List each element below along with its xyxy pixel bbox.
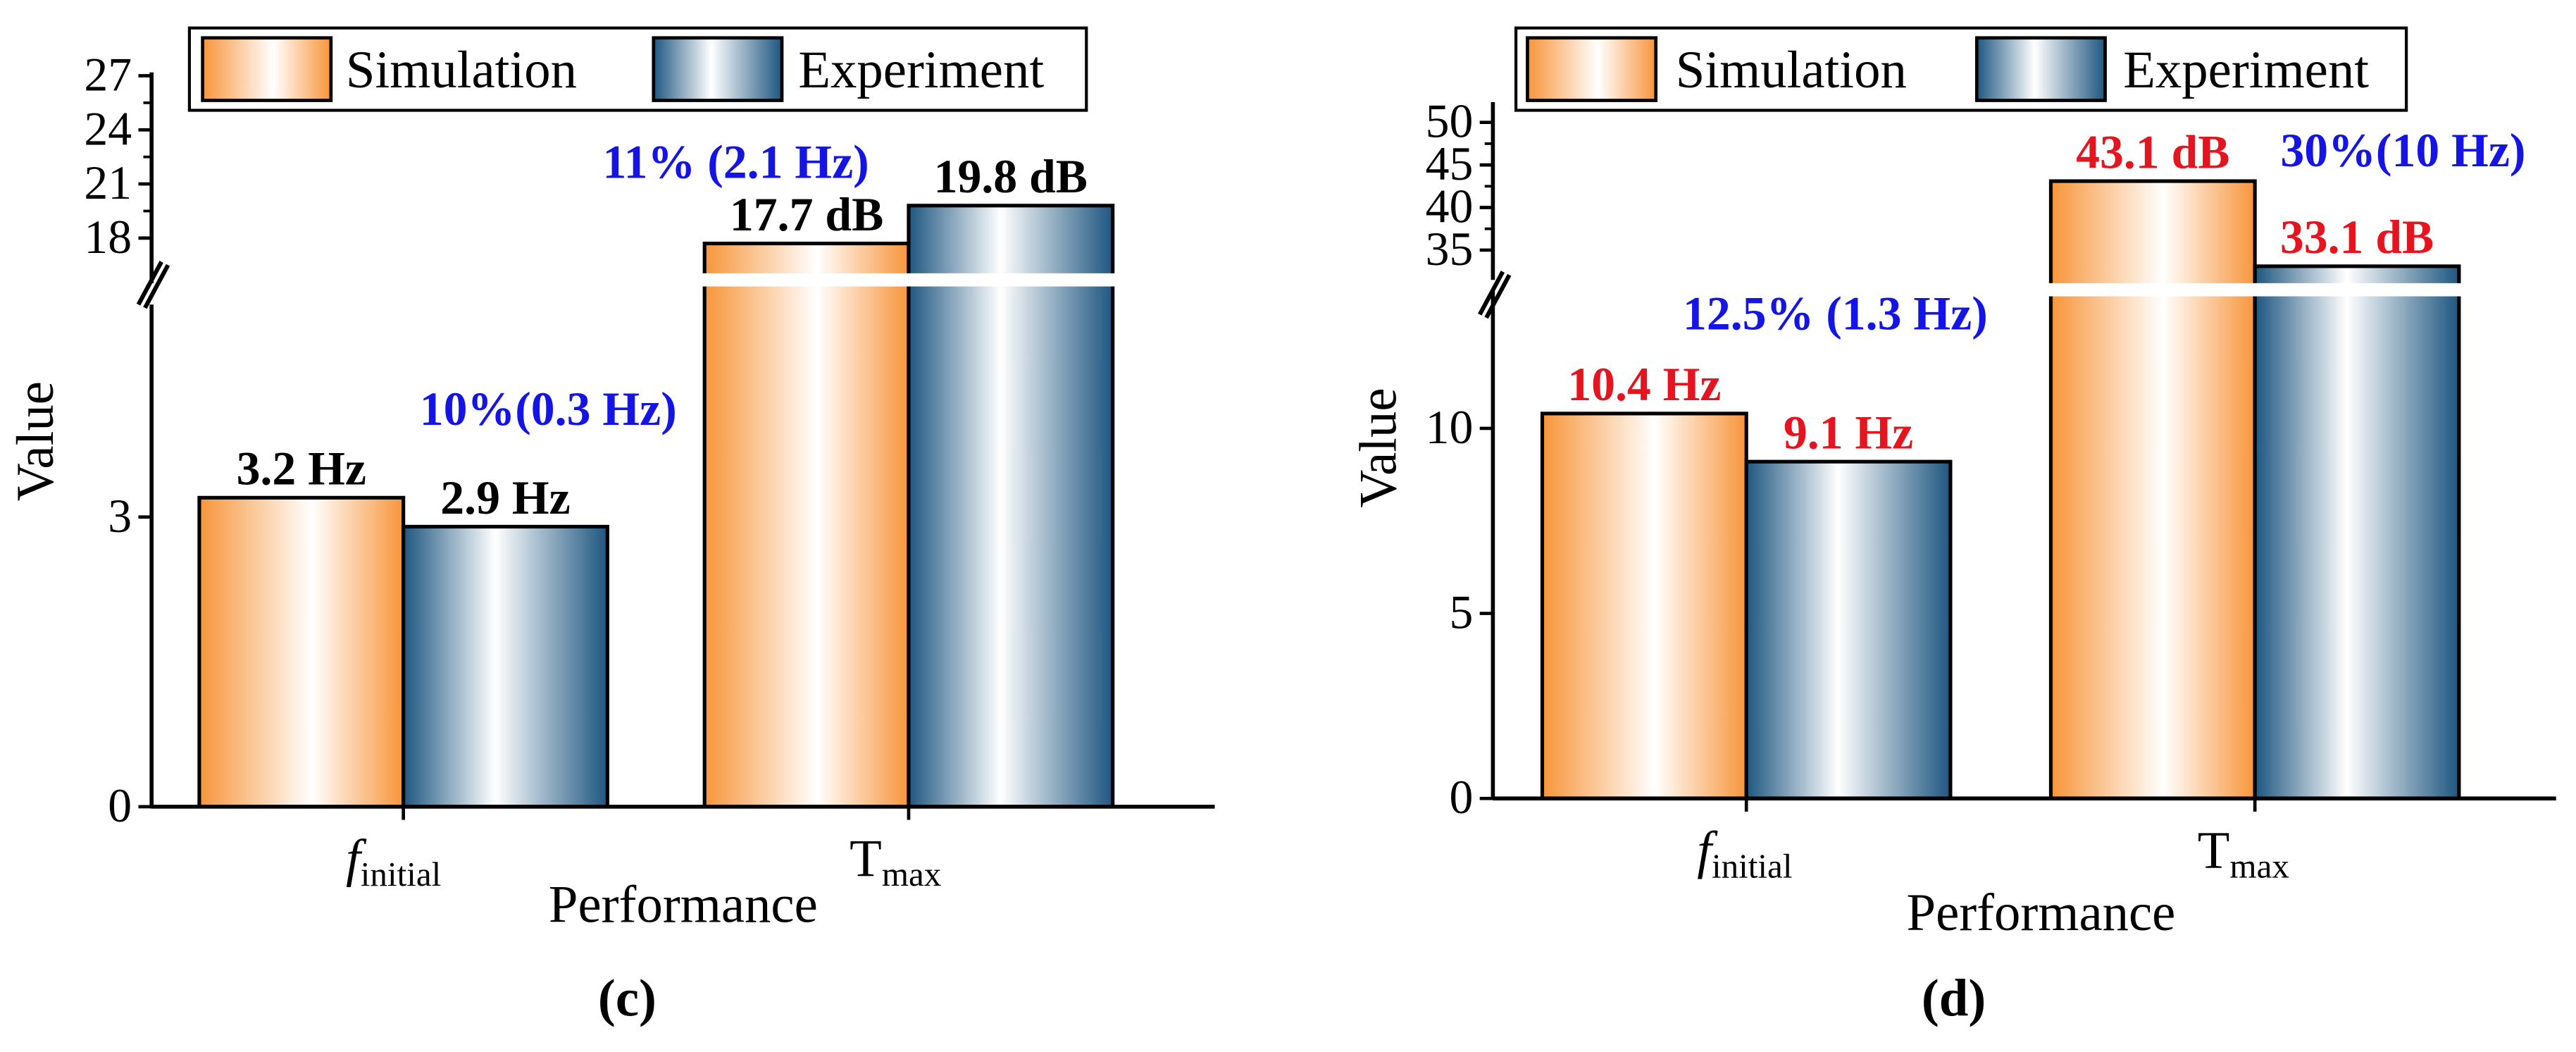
y-tick-label: 0 [1449,771,1473,824]
y-tick-label: 18 [84,211,132,264]
experiment-bar-tmax [907,204,1115,809]
y-tick-label: 50 [1426,95,1474,148]
axis-break-band [697,273,1123,287]
simulation-bar-finitial [1540,411,1748,800]
panel-label: (c) [598,970,657,1028]
category-main: T [850,829,882,888]
x-tick-label-tmax: Tmax [850,829,941,893]
legend-label-experiment: Experiment [2123,41,2369,99]
simulation-value-label: 43.1 dB [2076,125,2229,178]
simulation-value-label: 17.7 dB [730,188,883,241]
experiment-value-label: 2.9 Hz [440,471,570,524]
experiment-value-label: 19.8 dB [934,150,1088,203]
y-axis-title: Value [1350,388,1408,507]
x-axis-title: Performance [549,875,818,934]
legend-label-simulation: Simulation [1676,41,1907,99]
y-tick-label: 24 [84,102,132,155]
y-tick-label: 5 [1449,586,1473,639]
legend-label-experiment: Experiment [798,41,1044,99]
legend-label-simulation: Simulation [346,41,577,99]
y-axis-title: Value [6,381,65,501]
y-tick-label: 0 [108,779,132,832]
y-tick-label: 35 [1426,223,1474,276]
x-tick-label-tmax: Tmax [2198,821,2289,885]
axis-break-mark [1478,271,1505,316]
difference-label: 12.5% (1.3 Hz) [1683,287,1988,340]
difference-label: 11% (2.1 Hz) [603,135,869,188]
simulation-bar-finitial [197,495,406,809]
legend-swatch-simulation [201,36,333,102]
difference-label: 10%(0.3 Hz) [420,383,677,435]
simulation-bar-tmax [702,241,911,809]
legend-box [187,26,1088,112]
legend-swatch-experiment [1974,36,2107,102]
category-main: T [2198,821,2230,879]
simulation-value-label: 10.4 Hz [1567,358,1721,411]
axis-break-band [2044,283,2464,297]
axis-break-mark [136,261,163,306]
legend-swatch-simulation [1526,36,1658,102]
category-subscript: max [882,855,941,893]
axis-break-mark [1484,273,1512,319]
experiment-bar-finitial [402,524,609,809]
panel-label: (d) [1922,970,1986,1028]
experiment-bar-tmax [2253,264,2461,800]
legend-swatch-experiment [652,36,784,102]
category-subscript: initial [1712,846,1792,885]
experiment-value-label: 9.1 Hz [1784,406,1913,459]
y-tick-label: 27 [84,49,132,101]
simulation-value-label: 3.2 Hz [237,443,366,495]
legend-box [1514,26,2408,112]
category-subscript: max [2229,846,2289,885]
y-tick-label: 21 [84,156,132,209]
x-tick-label-finitial: finitial [346,829,441,893]
y-tick-label: 10 [1426,401,1474,454]
experiment-value-label: 33.1 dB [2280,211,2434,264]
x-axis-title: Performance [1907,884,2176,942]
simulation-bar-tmax [2048,179,2257,800]
x-tick-label-finitial: finitial [1697,821,1792,885]
difference-label: 30%(10 Hz) [2280,124,2525,177]
y-tick-label: 40 [1426,180,1474,233]
axis-break-mark [143,264,170,309]
category-subscript: initial [361,855,441,893]
y-tick-label: 3 [108,490,132,543]
experiment-bar-finitial [1744,459,1953,800]
y-tick-label: 45 [1426,137,1474,190]
